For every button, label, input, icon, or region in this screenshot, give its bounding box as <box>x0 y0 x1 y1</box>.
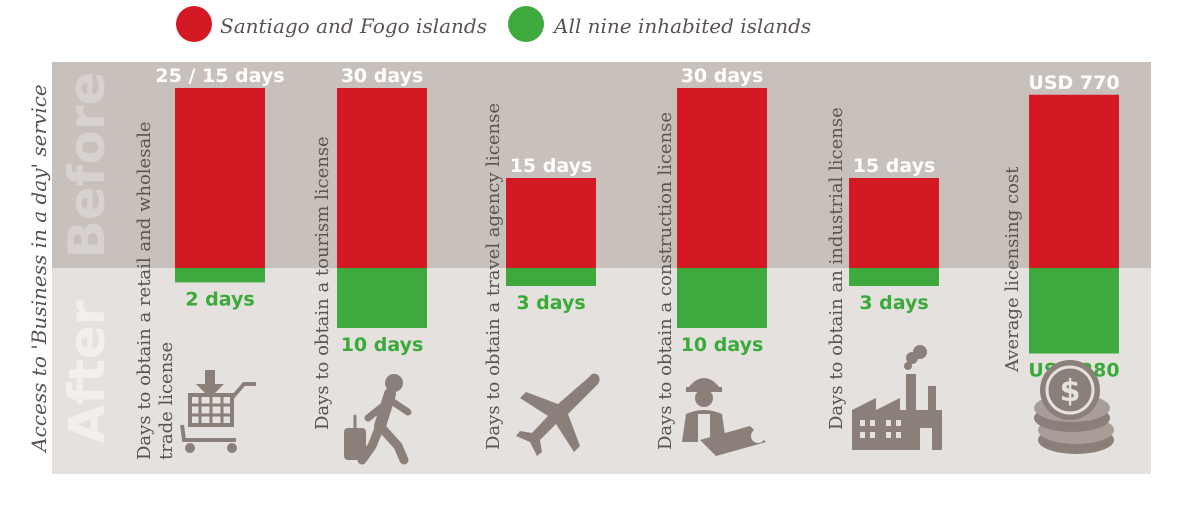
category-labels: Days to obtain a retail and wholesaletra… <box>134 103 1023 460</box>
legend-swatch-santiago-fogo <box>176 6 212 42</box>
value-label-before-0: 25 / 15 days <box>155 65 284 87</box>
category-label-3: Days to obtain a construction license <box>655 112 676 450</box>
bars <box>175 88 1119 354</box>
value-labels: 25 / 15 days 2 days 30 days 10 days 15 days 3… <box>155 65 1119 382</box>
bar-after-2 <box>506 268 596 286</box>
y-axis-title: Access to 'Business in a day' service <box>27 84 51 454</box>
value-label-after-3: 10 days <box>681 334 764 356</box>
bar-before-1 <box>337 88 427 268</box>
value-label-before-3: 30 days <box>681 65 764 87</box>
bar-after-4 <box>849 268 939 286</box>
category-label-5: Average licensing cost <box>1002 166 1023 373</box>
legend-label-santiago-fogo: Santiago and Fogo islands <box>220 14 487 38</box>
bar-after-1 <box>337 268 427 328</box>
category-label-0: Days to obtain a retail and wholesaletra… <box>134 121 177 460</box>
bar-after-0 <box>175 268 265 283</box>
construction-worker-icon <box>682 378 766 456</box>
shopping-cart-icon <box>180 370 256 453</box>
legend-label-all-islands: All nine inhabited islands <box>554 14 812 38</box>
value-label-before-5: USD 770 <box>1028 72 1119 94</box>
bar-before-4 <box>849 178 939 268</box>
category-label-1: Days to obtain a tourism license <box>312 136 333 430</box>
coins-icon: $ <box>1034 360 1114 454</box>
value-label-after-4: 3 days <box>859 292 928 314</box>
category-label-4: Days to obtain an industrial license <box>826 107 847 430</box>
after-panel-label: After <box>58 300 116 443</box>
svg-text:$: $ <box>1060 374 1081 409</box>
bar-after-5 <box>1029 268 1119 354</box>
value-label-after-1: 10 days <box>341 334 424 356</box>
factory-icon <box>852 345 942 450</box>
value-label-before-4: 15 days <box>853 155 936 177</box>
bar-after-3 <box>677 268 767 328</box>
value-label-before-2: 15 days <box>510 155 593 177</box>
bar-before-5 <box>1029 94 1119 268</box>
category-label-2: Days to obtain a travel agency license <box>483 103 504 450</box>
bar-before-2 <box>506 178 596 268</box>
before-panel-label: Before <box>58 72 116 259</box>
bar-before-0 <box>175 88 265 268</box>
bar-before-3 <box>677 88 767 268</box>
traveler-icon <box>344 374 412 465</box>
value-label-after-2: 3 days <box>516 292 585 314</box>
airplane-icon <box>516 373 600 456</box>
legend-swatch-all-islands <box>508 6 544 42</box>
value-label-after-0: 2 days <box>185 288 254 310</box>
value-label-before-1: 30 days <box>341 65 424 87</box>
legend: Santiago and Fogo islands All nine inhab… <box>0 6 1200 46</box>
